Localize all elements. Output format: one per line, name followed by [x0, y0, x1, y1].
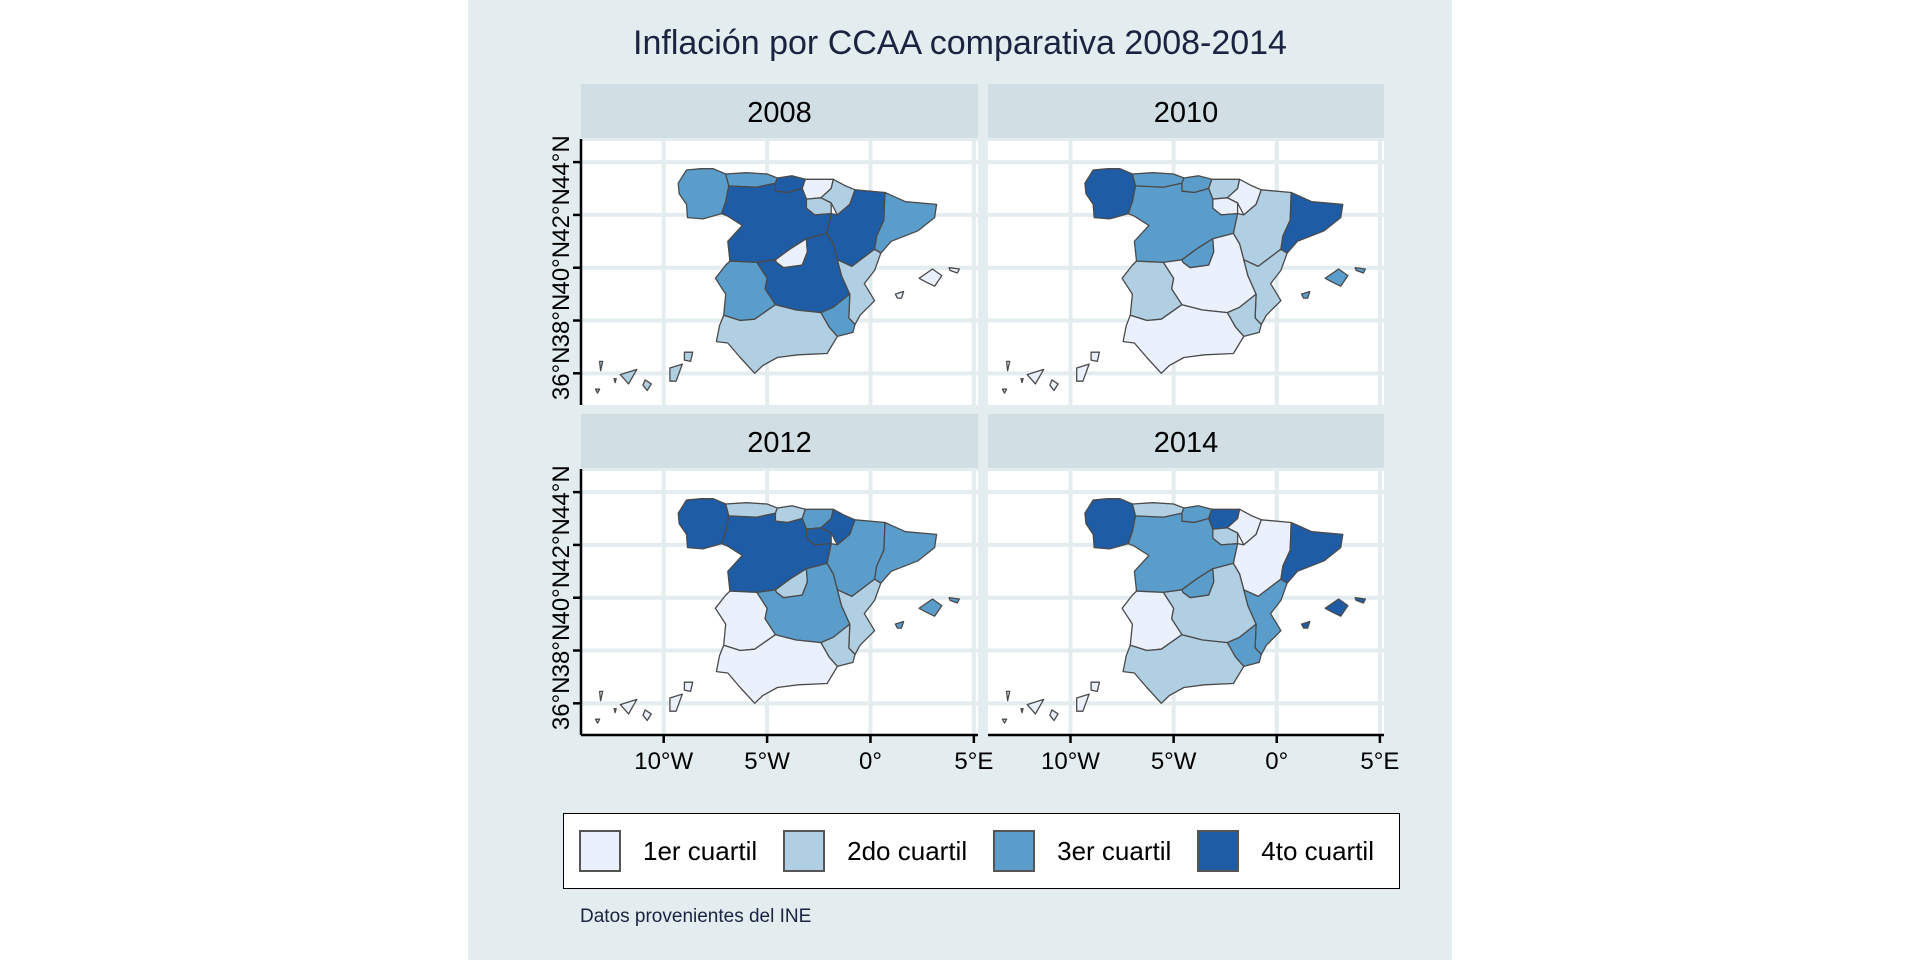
region-canarias-2012 — [598, 690, 604, 702]
region-canarias-2010 — [1020, 377, 1024, 384]
y-tick-label: 40°N — [548, 241, 575, 295]
x-tick-label: 0° — [1265, 748, 1288, 775]
region-comunitat-valenciana-2010 — [1243, 248, 1288, 326]
y-tick-label: 38°N — [548, 294, 575, 348]
x-tick-label: 5°W — [1151, 748, 1197, 775]
region-canarias-2010 — [1001, 388, 1008, 394]
region-comunitat-valenciana-2008 — [836, 248, 882, 326]
region-canarias-2014 — [1005, 690, 1011, 702]
region-andaluc-a-2008 — [715, 304, 839, 374]
region-canarias-2012 — [613, 707, 617, 714]
facet-strip-2014 — [988, 414, 1384, 468]
region-canarias-2008 — [598, 360, 604, 372]
region-comunitat-valenciana-2012 — [836, 578, 882, 656]
caption: Datos provenientes del INE — [580, 906, 812, 927]
region-canarias-2014 — [1026, 698, 1045, 715]
region-illes-balears-2012 — [948, 597, 961, 604]
legend-item-2: 2do cuartil — [783, 830, 977, 872]
region-illes-balears-2014 — [1354, 597, 1367, 604]
map-facets: 200836°N38°N40°N42°N44°N2010201236°N38°N… — [548, 84, 1399, 775]
legend-swatch-2 — [783, 830, 826, 872]
region-illes-balears-2012 — [894, 620, 905, 629]
legend-swatch-1 — [578, 830, 621, 872]
legend-swatch-3 — [993, 830, 1036, 872]
region-canarias-2008 — [642, 379, 652, 392]
region-canarias-2014 — [1076, 693, 1090, 712]
region-catalu-a-2012 — [873, 521, 938, 584]
region-canarias-2010 — [1049, 379, 1059, 392]
x-tick-label: 5°E — [1360, 748, 1399, 775]
x-tick-label: 0° — [859, 748, 882, 775]
region-canarias-2010 — [1005, 360, 1011, 372]
region-illes-balears-2008 — [948, 267, 961, 274]
x-tick-label: 5°W — [744, 748, 790, 775]
region-canarias-2014 — [1090, 681, 1101, 693]
region-canarias-2014 — [1020, 707, 1024, 714]
legend-item-1: 1er cuartil — [578, 830, 767, 872]
region-canarias-2014 — [1049, 709, 1059, 722]
x-tick-label: 10°W — [634, 748, 693, 775]
facet-strip-2012 — [581, 414, 978, 468]
chart-title: Inflación por CCAA comparativa 2008-2014 — [633, 24, 1287, 62]
legend-label-1: 1er cuartil — [642, 835, 758, 866]
legend-swatch-4 — [1197, 830, 1240, 872]
region-andaluc-a-2012 — [715, 634, 839, 704]
facet-strip-label-2012: 2012 — [747, 427, 812, 459]
y-tick-label: 36°N — [548, 677, 575, 731]
legend-item-3: 3er cuartil — [993, 830, 1181, 872]
facet-strip-2010 — [988, 84, 1384, 138]
region-andaluc-a-2010 — [1122, 304, 1245, 374]
region-canarias-2008 — [619, 368, 638, 385]
y-tick-label: 36°N — [548, 347, 575, 401]
x-tick-label: 5°E — [954, 748, 993, 775]
facet-strip-2008 — [581, 84, 978, 138]
legend-label-4: 4to cuartil — [1261, 835, 1374, 866]
y-tick-label: 42°N — [548, 188, 575, 242]
region-canarias-2008 — [594, 388, 601, 394]
region-canarias-2010 — [1090, 351, 1101, 363]
legend: 1er cuartil 2do cuartil 3er cuartil 4to … — [563, 813, 1400, 889]
region-illes-balears-2008 — [918, 268, 943, 287]
region-comunitat-valenciana-2014 — [1243, 578, 1288, 656]
region-catalu-a-2008 — [873, 191, 938, 254]
region-canarias-2008 — [669, 363, 683, 382]
region-catalu-a-2014 — [1280, 521, 1344, 584]
region-andaluc-a-2014 — [1122, 634, 1245, 704]
region-illes-balears-2010 — [1324, 268, 1349, 287]
region-illes-balears-2010 — [1300, 290, 1311, 299]
facet-strip-label-2008: 2008 — [747, 97, 812, 129]
region-catalu-a-2010 — [1280, 191, 1344, 254]
y-tick-label: 40°N — [548, 571, 575, 625]
region-illes-balears-2008 — [894, 290, 905, 299]
facet-2012: 2012 36°N38°N40°N42°N44°N 10°W 5°W 0° 5°E — [548, 414, 993, 775]
facet-2014: 2014 10°W 5°W 0° 5°E — [988, 414, 1399, 775]
y-tick-label: 44°N — [548, 135, 575, 189]
region-illes-balears-2014 — [1300, 620, 1311, 629]
facet-strip-label-2010: 2010 — [1154, 97, 1219, 129]
y-tick-label: 38°N — [548, 624, 575, 678]
facet-strip-label-2014: 2014 — [1154, 427, 1219, 459]
region-canarias-2012 — [669, 693, 683, 712]
region-illes-balears-2014 — [1324, 598, 1349, 617]
legend-label-3: 3er cuartil — [1057, 835, 1172, 866]
legend-label-2: 2do cuartil — [847, 835, 968, 866]
legend-item-4: 4to cuartil — [1197, 830, 1384, 872]
region-canarias-2008 — [613, 377, 617, 384]
region-canarias-2014 — [1001, 718, 1008, 724]
region-canarias-2012 — [683, 681, 694, 693]
region-illes-balears-2012 — [918, 598, 943, 617]
region-canarias-2008 — [683, 351, 694, 363]
region-canarias-2012 — [642, 709, 652, 722]
region-canarias-2012 — [619, 698, 638, 715]
region-canarias-2010 — [1026, 368, 1045, 385]
y-tick-label: 42°N — [548, 518, 575, 572]
y-tick-label: 44°N — [548, 465, 575, 519]
region-canarias-2010 — [1076, 363, 1090, 382]
region-illes-balears-2010 — [1354, 267, 1367, 274]
facet-2008: 2008 36°N38°N40°N42°N44°N — [548, 84, 978, 405]
x-tick-label: 10°W — [1041, 748, 1100, 775]
region-canarias-2012 — [594, 718, 601, 724]
facet-2010: 2010 — [988, 84, 1384, 405]
